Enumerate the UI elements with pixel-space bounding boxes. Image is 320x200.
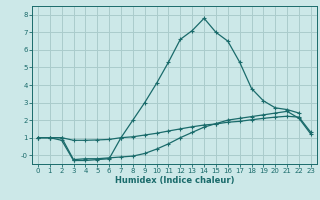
X-axis label: Humidex (Indice chaleur): Humidex (Indice chaleur) xyxy=(115,176,234,185)
